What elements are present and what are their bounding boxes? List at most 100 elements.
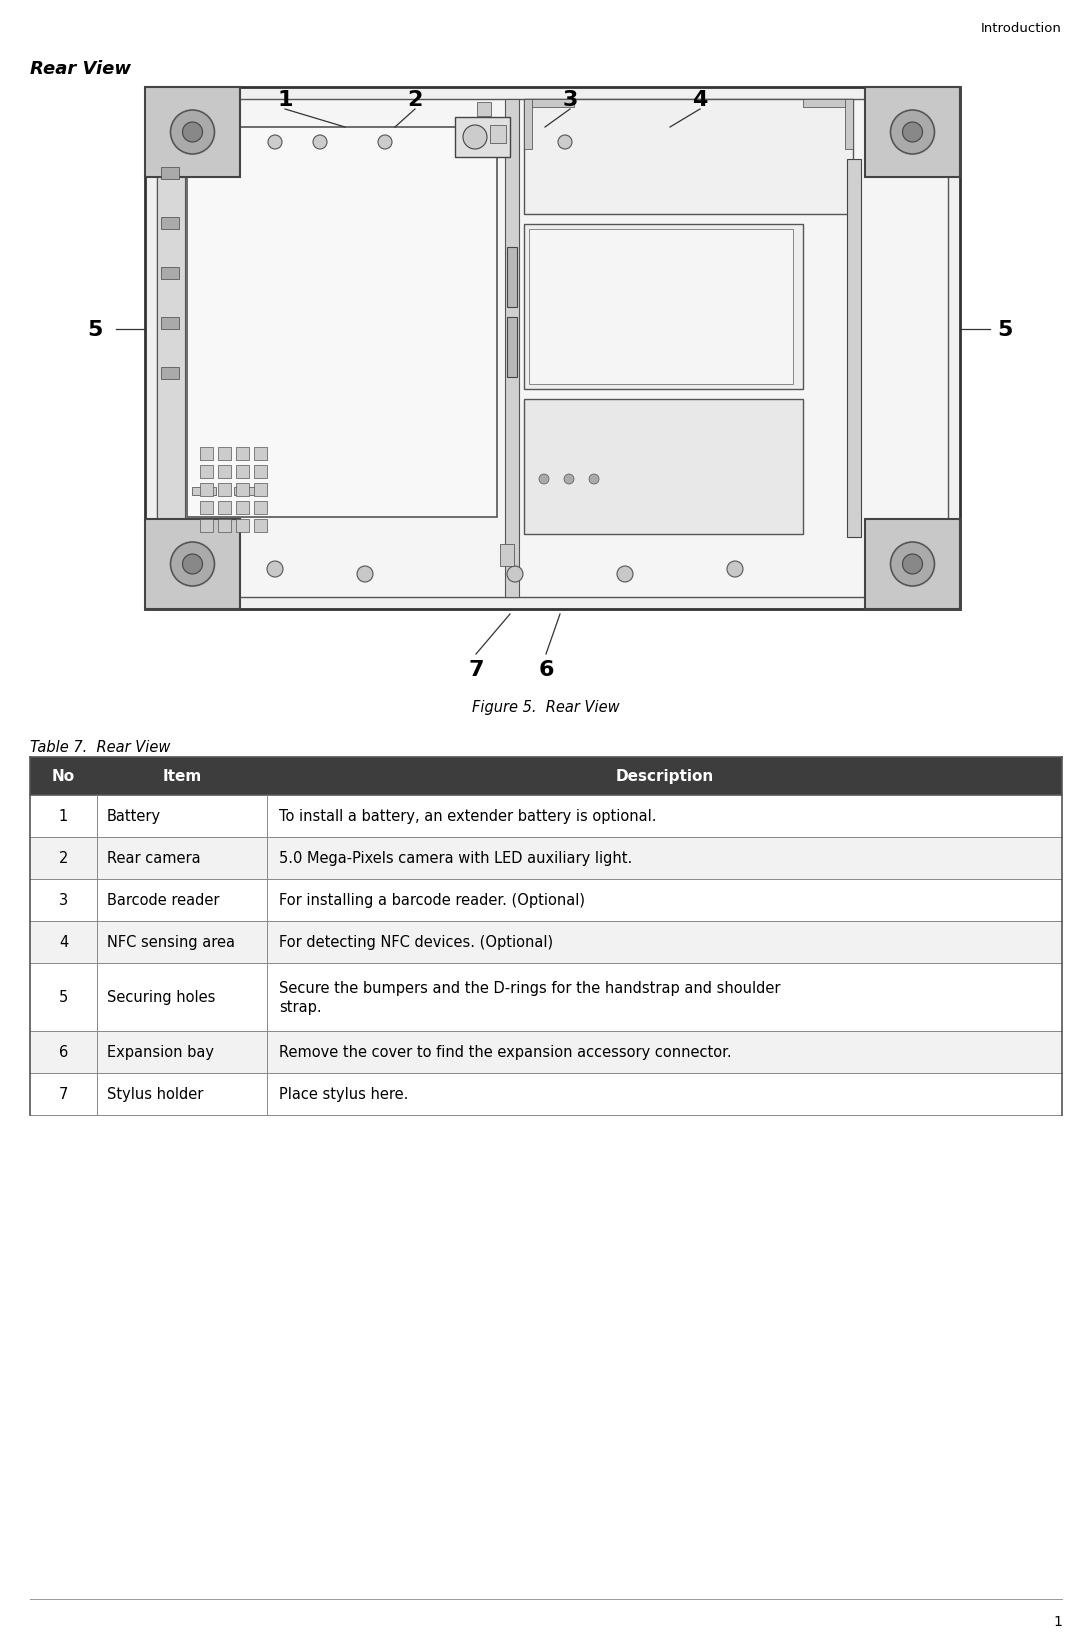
Text: 6: 6 xyxy=(538,659,554,679)
Text: 2: 2 xyxy=(407,90,423,109)
Circle shape xyxy=(589,475,600,485)
Text: 4: 4 xyxy=(692,90,708,109)
Bar xyxy=(29,880,1063,922)
Bar xyxy=(505,100,519,597)
Text: Rear camera: Rear camera xyxy=(107,850,201,867)
Bar xyxy=(845,100,853,150)
Text: 4: 4 xyxy=(59,935,68,950)
Bar xyxy=(490,126,506,144)
Bar xyxy=(187,127,497,517)
Bar xyxy=(218,501,232,514)
Bar xyxy=(847,160,860,537)
Bar xyxy=(145,88,240,178)
Text: Expansion bay: Expansion bay xyxy=(107,1044,214,1059)
Bar xyxy=(218,483,232,496)
Bar xyxy=(157,100,185,597)
Text: Place stylus here.: Place stylus here. xyxy=(280,1087,408,1102)
Text: Securing holes: Securing holes xyxy=(107,991,215,1005)
Text: 3: 3 xyxy=(562,90,578,109)
Bar xyxy=(524,100,853,215)
Text: 1: 1 xyxy=(277,90,293,109)
Bar xyxy=(236,519,249,532)
Bar xyxy=(477,103,491,118)
Bar xyxy=(29,922,1063,963)
Bar xyxy=(254,447,268,460)
Bar xyxy=(218,519,232,532)
Bar xyxy=(157,100,948,597)
Circle shape xyxy=(617,566,633,583)
Circle shape xyxy=(357,566,373,583)
Text: For installing a barcode reader. (Optional): For installing a barcode reader. (Option… xyxy=(280,893,585,907)
Circle shape xyxy=(539,475,549,485)
Bar xyxy=(524,225,803,390)
Circle shape xyxy=(313,135,327,150)
Text: 5: 5 xyxy=(87,320,103,339)
Bar xyxy=(507,318,517,377)
Bar xyxy=(145,519,240,610)
Bar xyxy=(218,447,232,460)
Text: 1: 1 xyxy=(1053,1614,1063,1629)
Circle shape xyxy=(902,122,923,144)
Bar xyxy=(192,488,202,496)
Bar xyxy=(145,88,960,610)
Circle shape xyxy=(170,111,214,155)
Bar xyxy=(248,488,258,496)
Text: To install a battery, an extender battery is optional.: To install a battery, an extender batter… xyxy=(280,809,657,824)
Text: 6: 6 xyxy=(59,1044,68,1059)
Circle shape xyxy=(463,126,487,150)
Bar xyxy=(161,268,179,279)
Bar xyxy=(200,519,213,532)
Circle shape xyxy=(558,135,572,150)
Bar xyxy=(803,100,853,108)
Bar xyxy=(234,488,244,496)
Bar xyxy=(254,501,268,514)
Bar xyxy=(865,88,960,178)
Circle shape xyxy=(378,135,392,150)
Text: 5.0 Mega-Pixels camera with LED auxiliary light.: 5.0 Mega-Pixels camera with LED auxiliar… xyxy=(280,850,632,867)
Bar xyxy=(161,318,179,330)
Text: Figure 5.  Rear View: Figure 5. Rear View xyxy=(472,700,620,715)
Bar xyxy=(524,100,574,108)
Circle shape xyxy=(507,566,523,583)
Circle shape xyxy=(268,135,282,150)
Bar xyxy=(29,837,1063,880)
Text: 3: 3 xyxy=(59,893,68,907)
Bar xyxy=(236,501,249,514)
Bar xyxy=(206,488,216,496)
Circle shape xyxy=(182,122,202,144)
Bar xyxy=(29,757,1063,795)
Text: 2: 2 xyxy=(59,850,68,867)
Bar xyxy=(200,447,213,460)
Text: Remove the cover to find the expansion accessory connector.: Remove the cover to find the expansion a… xyxy=(280,1044,732,1059)
Text: For detecting NFC devices. (Optional): For detecting NFC devices. (Optional) xyxy=(280,935,554,950)
Text: 1: 1 xyxy=(59,809,68,824)
Bar xyxy=(455,118,510,158)
Circle shape xyxy=(727,561,743,578)
Bar xyxy=(254,465,268,478)
Text: Table 7.  Rear View: Table 7. Rear View xyxy=(29,739,170,754)
Text: 5: 5 xyxy=(59,991,68,1005)
Bar xyxy=(507,248,517,308)
Bar xyxy=(236,483,249,496)
Text: No: No xyxy=(52,769,75,783)
Text: Rear View: Rear View xyxy=(29,60,131,78)
Text: Stylus holder: Stylus holder xyxy=(107,1087,203,1102)
Bar xyxy=(529,230,793,385)
Circle shape xyxy=(890,111,935,155)
Circle shape xyxy=(563,475,574,485)
Bar xyxy=(29,963,1063,1031)
Text: NFC sensing area: NFC sensing area xyxy=(107,935,235,950)
Bar xyxy=(254,519,268,532)
Text: 7: 7 xyxy=(59,1087,68,1102)
Circle shape xyxy=(170,543,214,586)
Bar xyxy=(29,795,1063,837)
Bar xyxy=(254,483,268,496)
Text: 5: 5 xyxy=(997,320,1012,339)
Bar xyxy=(200,501,213,514)
Bar xyxy=(219,488,230,496)
Text: Battery: Battery xyxy=(107,809,162,824)
Text: Item: Item xyxy=(163,769,202,783)
Bar xyxy=(200,465,213,478)
Bar xyxy=(500,545,514,566)
Text: Introduction: Introduction xyxy=(981,21,1063,34)
